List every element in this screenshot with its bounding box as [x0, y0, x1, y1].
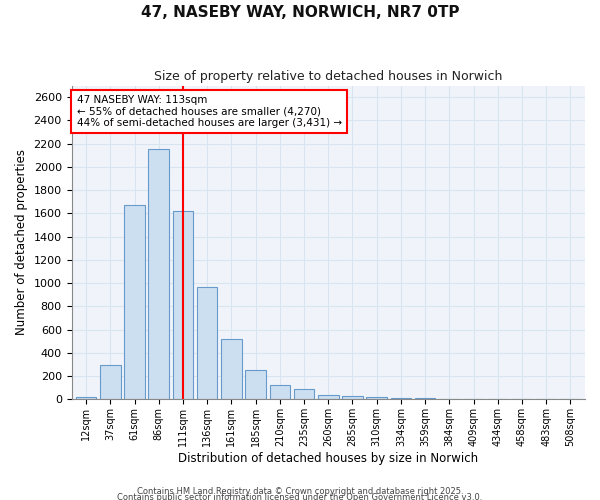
Bar [197, 286, 217, 400]
Text: Contains HM Land Registry data © Crown copyright and database right 2025.: Contains HM Land Registry data © Crown c… [137, 487, 463, 496]
Text: Contains public sector information licensed under the Open Government Licence v3: Contains public sector information licen… [118, 492, 482, 500]
Bar [560, 399, 581, 400]
Bar [439, 399, 460, 400]
Bar [221, 339, 242, 400]
Text: 47, NASEBY WAY, NORWICH, NR7 0TP: 47, NASEBY WAY, NORWICH, NR7 0TP [141, 5, 459, 20]
Bar [245, 370, 266, 400]
Bar [173, 211, 193, 400]
Bar [269, 386, 290, 400]
Bar [100, 364, 121, 400]
Bar [415, 398, 436, 400]
Bar [294, 389, 314, 400]
Title: Size of property relative to detached houses in Norwich: Size of property relative to detached ho… [154, 70, 502, 83]
Text: 47 NASEBY WAY: 113sqm
← 55% of detached houses are smaller (4,270)
44% of semi-d: 47 NASEBY WAY: 113sqm ← 55% of detached … [77, 95, 342, 128]
Bar [512, 399, 532, 400]
Bar [318, 395, 338, 400]
Bar [148, 150, 169, 400]
Bar [76, 397, 97, 400]
Bar [124, 206, 145, 400]
Bar [536, 399, 557, 400]
X-axis label: Distribution of detached houses by size in Norwich: Distribution of detached houses by size … [178, 452, 478, 465]
Bar [342, 396, 363, 400]
Bar [391, 398, 411, 400]
Bar [463, 399, 484, 400]
Y-axis label: Number of detached properties: Number of detached properties [15, 150, 28, 336]
Bar [488, 399, 508, 400]
Bar [367, 397, 387, 400]
